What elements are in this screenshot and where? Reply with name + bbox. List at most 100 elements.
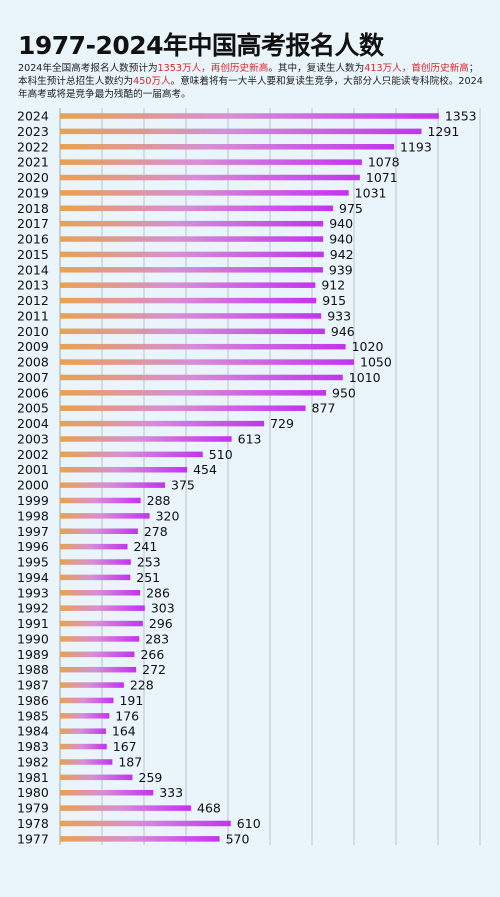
bar-2011 <box>60 313 322 319</box>
value-label: 1031 <box>355 185 387 200</box>
category-label: 2000 <box>17 478 49 493</box>
value-label: 912 <box>321 278 345 293</box>
bar-1982 <box>60 759 113 765</box>
bar-1997 <box>60 528 138 535</box>
value-label: 940 <box>329 232 353 247</box>
value-label: 164 <box>112 724 136 739</box>
category-label: 2017 <box>17 216 49 231</box>
value-label: 877 <box>312 401 336 416</box>
bar-2021 <box>60 159 362 165</box>
bar-2016 <box>60 236 324 242</box>
category-label: 1987 <box>17 678 49 693</box>
value-label: 167 <box>113 739 137 754</box>
value-label: 288 <box>147 493 171 508</box>
value-label: 613 <box>238 431 262 446</box>
bar-2009 <box>60 343 346 350</box>
category-label: 1989 <box>17 647 49 662</box>
value-label: 283 <box>145 631 169 646</box>
category-label: 1994 <box>17 570 49 585</box>
bar-1979 <box>60 805 192 811</box>
bar-2008 <box>60 359 354 365</box>
bar-2002 <box>60 451 203 458</box>
value-label: 176 <box>115 708 139 723</box>
category-label: 1990 <box>17 631 49 646</box>
category-label: 1982 <box>17 754 49 769</box>
category-label: 1984 <box>17 724 49 739</box>
value-label: 296 <box>149 616 173 631</box>
value-label: 191 <box>119 693 143 708</box>
bar-1977 <box>60 836 220 842</box>
value-label: 468 <box>197 801 221 816</box>
value-label: 303 <box>151 601 175 616</box>
category-label: 2012 <box>17 293 49 308</box>
value-label: 1078 <box>368 155 400 170</box>
value-label: 570 <box>226 831 250 846</box>
value-label: 1020 <box>352 339 384 354</box>
bar-1980 <box>60 789 154 796</box>
category-label: 2019 <box>17 185 49 200</box>
value-label: 272 <box>142 662 166 677</box>
value-label: 320 <box>156 508 180 523</box>
value-label: 266 <box>140 647 164 662</box>
value-label: 241 <box>133 539 157 554</box>
value-label: 251 <box>136 570 160 585</box>
bar-2024 <box>60 113 439 119</box>
category-label: 1996 <box>17 539 49 554</box>
category-label: 2001 <box>17 462 49 477</box>
bar-1985 <box>60 713 110 719</box>
bar-1995 <box>60 559 131 565</box>
value-label: 940 <box>329 216 353 231</box>
value-label: 510 <box>209 447 233 462</box>
bar-2015 <box>60 251 324 258</box>
category-label: 1978 <box>17 816 49 831</box>
category-label: 2011 <box>17 308 49 323</box>
bar-1986 <box>60 697 114 704</box>
category-label: 1983 <box>17 739 49 754</box>
value-label: 454 <box>193 462 217 477</box>
category-label: 1985 <box>17 708 49 723</box>
bar-2013 <box>60 282 316 288</box>
bar-2018 <box>60 205 333 212</box>
chart-title: 1977-2024年中国高考报名人数 <box>18 31 384 60</box>
bar-2014 <box>60 267 323 273</box>
value-label: 610 <box>237 816 261 831</box>
category-label: 2006 <box>17 385 49 400</box>
category-label: 2004 <box>17 416 49 431</box>
bar-1984 <box>60 728 106 734</box>
category-label: 1980 <box>17 785 49 800</box>
category-label: 2020 <box>17 170 49 185</box>
bar-2022 <box>60 144 395 150</box>
category-label: 1981 <box>17 770 49 785</box>
value-label: 1193 <box>400 139 432 154</box>
category-label: 1979 <box>17 801 49 816</box>
value-label: 933 <box>327 308 351 323</box>
subtitle-highlight-1: 1353万人，再创历史新高 <box>157 63 269 74</box>
subtitle-text-1: 2024年全国高考报名人数预计为 <box>18 63 158 74</box>
category-label: 2005 <box>17 401 49 416</box>
value-label: 253 <box>137 555 161 570</box>
subtitle-text-4: 。意味着将有一大半人要和复读生竞争，大部分人只能读专科院校。2024年高考或将是… <box>18 76 483 100</box>
value-label: 1291 <box>427 124 459 139</box>
subtitle-text-2: 。其中，复读生人数为 <box>268 63 365 74</box>
category-label: 2008 <box>17 355 49 370</box>
category-label: 2024 <box>17 109 49 124</box>
bar-1978 <box>60 820 231 827</box>
subtitle-highlight-2: 413万人，首创历史新高 <box>364 63 469 74</box>
bar-2005 <box>60 405 306 411</box>
value-label: 1071 <box>366 170 398 185</box>
bar-2004 <box>60 420 265 427</box>
category-label: 2022 <box>17 139 49 154</box>
value-label: 729 <box>270 416 294 431</box>
value-label: 950 <box>332 385 356 400</box>
value-label: 1353 <box>445 109 477 124</box>
bar-2020 <box>60 174 360 181</box>
category-label: 2014 <box>17 262 49 277</box>
bar-1998 <box>60 513 150 519</box>
bar-2007 <box>60 374 343 381</box>
grid-lines <box>59 108 481 845</box>
category-label: 1991 <box>17 616 49 631</box>
category-label: 2007 <box>17 370 49 385</box>
value-label: 333 <box>159 785 183 800</box>
category-label: 1998 <box>17 508 49 523</box>
